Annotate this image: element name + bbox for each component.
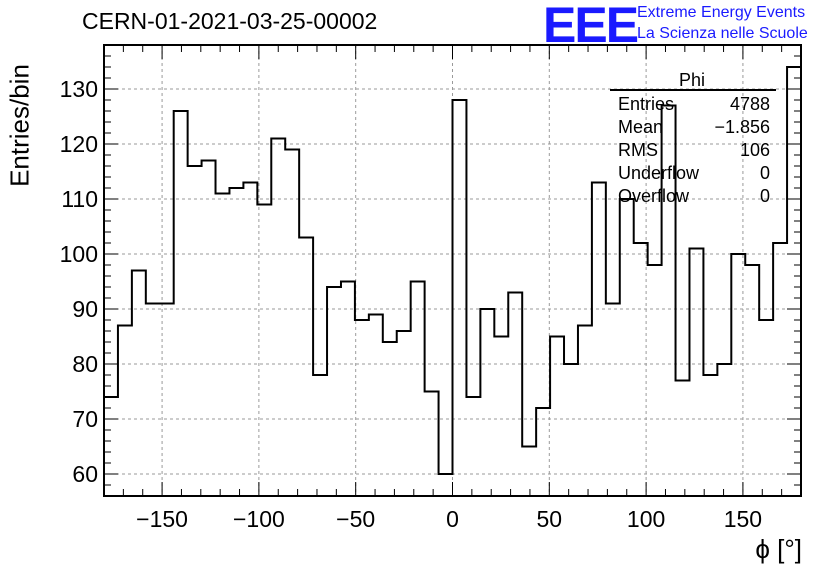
logo-line-1: Extreme Energy Events bbox=[637, 4, 806, 21]
eee-logo: EEE bbox=[543, 0, 639, 53]
histogram-bin bbox=[522, 447, 536, 497]
histogram-bin bbox=[620, 199, 634, 496]
stats-label-entries: Entries bbox=[618, 94, 675, 114]
histogram-bin bbox=[425, 392, 439, 497]
histogram-bin bbox=[550, 337, 564, 497]
x-tick-label: 100 bbox=[627, 506, 665, 532]
histogram-bin bbox=[689, 249, 703, 497]
histogram-bin bbox=[773, 243, 787, 496]
stats-label-overflow: Overflow bbox=[618, 186, 690, 206]
histogram-bin bbox=[229, 188, 243, 496]
histogram-bin bbox=[118, 326, 132, 497]
histogram-bin bbox=[759, 320, 773, 496]
histogram-bin bbox=[369, 315, 383, 497]
y-tick-label: 60 bbox=[72, 461, 98, 487]
histogram-bin bbox=[564, 364, 578, 496]
y-tick-label: 110 bbox=[61, 186, 98, 212]
histogram-bin bbox=[536, 408, 550, 496]
y-tick-label: 80 bbox=[72, 351, 98, 377]
histogram-bin bbox=[271, 139, 285, 497]
histogram-bin bbox=[397, 331, 411, 496]
histogram-bin bbox=[453, 100, 467, 496]
histogram-bin bbox=[676, 381, 690, 497]
histogram-bin bbox=[188, 166, 202, 496]
histogram-bin bbox=[731, 254, 745, 496]
histogram-bin bbox=[285, 150, 299, 497]
histogram-bin bbox=[355, 320, 369, 496]
histogram-bin bbox=[243, 183, 257, 497]
y-tick-label: 90 bbox=[72, 296, 98, 322]
histogram-bin bbox=[634, 243, 648, 496]
histogram-bin bbox=[327, 287, 341, 496]
histogram-bin bbox=[174, 111, 188, 496]
histogram-bin bbox=[132, 271, 146, 497]
histogram-bin bbox=[578, 326, 592, 497]
histogram-bin bbox=[146, 304, 160, 497]
histogram-bin bbox=[299, 238, 313, 497]
histogram-bin bbox=[648, 265, 662, 496]
histogram-bin bbox=[508, 293, 522, 497]
x-axis-label: ϕ [°] bbox=[755, 534, 802, 564]
histogram-bin bbox=[480, 309, 494, 496]
histogram-bin bbox=[257, 205, 271, 497]
histogram-bin bbox=[606, 304, 620, 497]
stats-label-mean: Mean bbox=[618, 117, 664, 137]
stats-value-mean: −1.856 bbox=[714, 117, 770, 137]
x-tick-label: 150 bbox=[724, 506, 762, 532]
chart-title: CERN-01-2021-03-25-00002 bbox=[82, 8, 378, 34]
stats-value-rms: 106 bbox=[739, 140, 770, 160]
y-tick-label: 120 bbox=[60, 131, 98, 157]
histogram-bin bbox=[466, 397, 480, 496]
stats-value-overflow: 0 bbox=[759, 186, 770, 206]
stats-value-entries: 4788 bbox=[729, 94, 770, 114]
histogram-bin bbox=[104, 397, 118, 496]
histogram-bin bbox=[313, 375, 327, 496]
histogram-bin bbox=[745, 265, 759, 496]
stats-label-underflow: Underflow bbox=[618, 163, 700, 183]
stats-value-underflow: 0 bbox=[759, 163, 770, 183]
histogram-bin bbox=[494, 337, 508, 497]
y-tick-label: 100 bbox=[60, 241, 98, 267]
histogram-bin bbox=[216, 194, 230, 497]
histogram-series bbox=[104, 66, 801, 475]
x-tick-label: −100 bbox=[233, 506, 285, 532]
histogram-bin bbox=[383, 342, 397, 496]
x-tick-label: −150 bbox=[136, 506, 188, 532]
y-tick-label: 70 bbox=[72, 406, 98, 432]
stats-box-title: Phi bbox=[679, 70, 706, 90]
logo-line-2: La Scienza nelle Scuole bbox=[637, 25, 808, 42]
stats-label-rms: RMS bbox=[618, 140, 658, 160]
y-tick-label: 130 bbox=[60, 76, 98, 102]
x-tick-label: 50 bbox=[537, 506, 563, 532]
histogram-bin bbox=[160, 304, 174, 497]
histogram-bin bbox=[787, 67, 801, 496]
histogram-bin bbox=[341, 282, 355, 497]
histogram-bin bbox=[202, 161, 216, 497]
histogram-bin bbox=[703, 375, 717, 496]
histogram-bin bbox=[411, 282, 425, 497]
x-tick-label: −50 bbox=[336, 506, 375, 532]
x-tick-label: 0 bbox=[446, 506, 459, 532]
histogram-bin bbox=[439, 474, 453, 496]
y-axis-label: Entries/bin bbox=[4, 64, 35, 187]
histogram-bin bbox=[592, 183, 606, 497]
histogram-bin bbox=[717, 364, 731, 496]
